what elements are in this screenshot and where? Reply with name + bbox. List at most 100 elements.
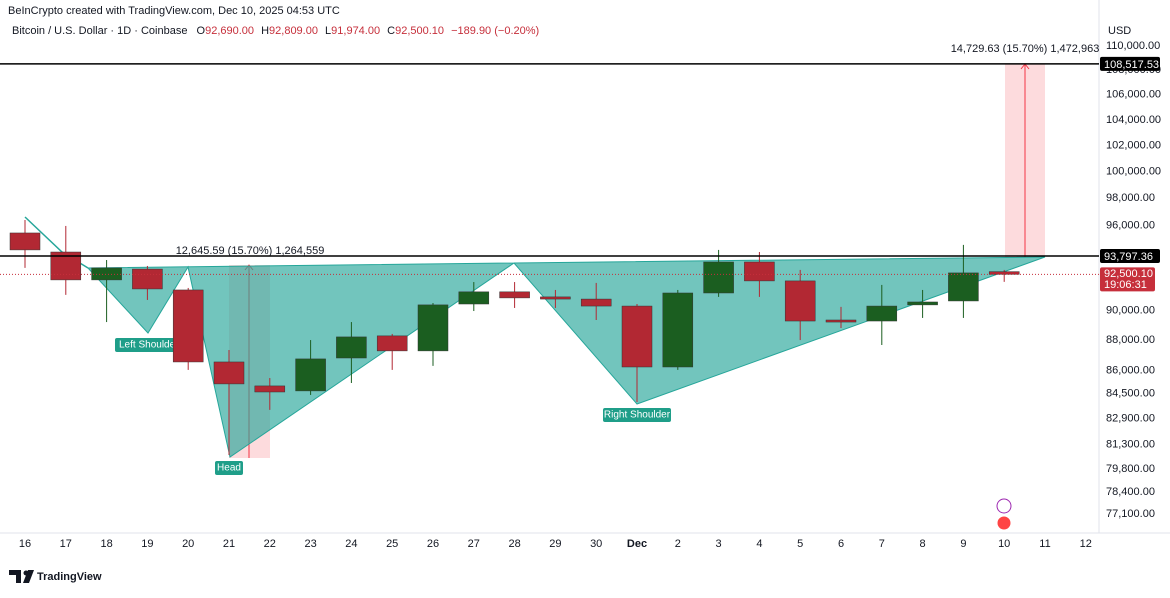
x-tick-label: Dec [627,538,647,550]
candle-body [703,261,734,294]
x-tick-label: 17 [60,538,72,550]
candle-body [621,305,653,368]
x-tick-label: 25 [386,538,398,550]
candle-body [172,289,204,363]
measure-label: 12,645.59 (15.70%) 1,264,559 [176,245,325,257]
last-price-label: 92,500.10 [1104,268,1153,280]
y-tick-label: 84,500.00 [1106,387,1155,399]
currency: USD [1108,25,1131,37]
candle-body [662,292,694,368]
x-tick-label: 10 [998,538,1010,550]
ohlc-value: 92,500.10 [395,25,444,37]
x-tick-label: 29 [549,538,561,550]
ohlc-label: H [261,25,269,37]
y-tick-label: 90,000.00 [1106,304,1155,316]
x-tick-label: 3 [716,538,722,550]
price-label-bg [1100,248,1160,263]
last-price-bg [1100,267,1155,292]
ohlc-label: C [387,25,395,37]
candle-body [9,232,41,251]
logo [9,570,34,583]
x-tick-label: 22 [264,538,276,550]
candle-body [540,296,571,300]
x-tick-label: 26 [427,538,439,550]
x-tick-label: 19 [141,538,153,550]
x-tick-label: 12 [1080,538,1092,550]
annotation: Right Shoulder [604,410,671,421]
candle-body [254,385,286,393]
y-tick-label: 78,400.00 [1106,486,1155,498]
x-tick-label: 4 [756,538,762,550]
annotation-box [215,461,243,475]
candle-body [458,291,490,305]
ohlc-label: O [197,25,206,37]
x-tick-label: 9 [960,538,966,550]
candle-body [417,304,449,352]
x-tick-label: 11 [1039,538,1050,550]
symbol: Bitcoin / U.S. Dollar · 1D · Coinbase [12,25,187,37]
footer-brand: TradingView [37,571,102,583]
y-tick-label: 106,000.00 [1106,89,1161,101]
price-label: 93,797.36 [1104,251,1153,263]
candle-body [744,261,775,282]
x-tick-label: 5 [797,538,803,550]
y-tick-label: 98,000.00 [1106,192,1155,204]
x-tick-label: 6 [838,538,844,550]
y-tick-label: 102,000.00 [1106,139,1161,151]
x-tick-label: 30 [590,538,602,550]
candle-body [988,271,1020,275]
x-tick-label: 7 [879,538,885,550]
candle-body [336,336,367,359]
x-tick-label: 21 [223,538,235,550]
annotation: Head [217,463,241,474]
y-tick-label: 81,300.00 [1106,438,1155,450]
plot [9,220,1020,456]
ohlc-value: 91,974.00 [331,25,380,37]
x-tick-label: 2 [675,538,681,550]
candle-body [499,291,530,299]
x-tick-label: 16 [19,538,31,550]
x-tick-label: 27 [468,538,480,550]
candle-body [295,358,326,392]
x-tick-label: 8 [920,538,926,550]
ohlc-value: 92,809.00 [269,25,318,37]
event-icon[interactable] [996,515,1012,531]
annotation-box [603,408,671,422]
candle-body [825,319,857,323]
x-tick-label: 23 [304,538,316,550]
annotation: Left Shoulder [119,340,179,351]
y-tick-label: 82,900.00 [1106,413,1155,425]
y-tick-label: 79,800.00 [1106,463,1155,475]
y-tick-label: 110,000.00 [1106,40,1160,52]
annotations: Left Shoulder Head Right Shoulder [115,338,671,475]
y-tick-label: 86,000.00 [1106,364,1155,376]
candle-body [866,305,898,322]
measure-label: 14,729.63 (15.70%) 1,472,963 [951,43,1100,55]
x-tick-label: 18 [100,538,112,550]
header: BeInCrypto created with TradingView.com,… [8,5,340,17]
price-label: 108,517.53 [1104,59,1159,71]
y-tick-label: 77,100.00 [1106,508,1155,520]
logo [23,570,29,576]
candle-body [580,298,612,307]
candle-body [132,268,163,290]
pattern [86,256,1046,458]
y-tick-label: 104,000.00 [1106,114,1161,126]
candle-body [376,335,408,352]
event-icon[interactable] [996,498,1012,514]
price-label-bg [1100,56,1160,71]
x-tick-label: 28 [508,538,520,550]
y-tick-label: 100,000.00 [1106,165,1161,177]
annotation-box [115,338,175,352]
change: −189.90 (−0.20%) [451,25,539,37]
candle-body [948,272,979,302]
y-tick-label: 96,000.00 [1106,219,1155,231]
x-tick-label: 20 [182,538,194,550]
x-tick-label: 24 [345,538,357,550]
y-tick-label: 88,000.00 [1106,334,1155,346]
ohlc-value: 92,690.00 [205,25,254,37]
candle-body [91,267,122,281]
countdown: 19:06:31 [1104,279,1147,291]
ohlc-label: L [325,25,331,37]
